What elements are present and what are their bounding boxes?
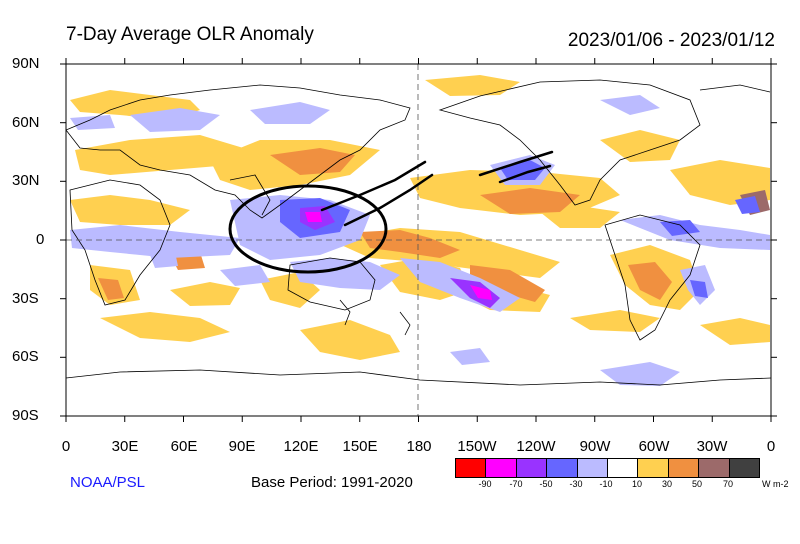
map-title: 7-Day Average OLR Anomaly [66, 24, 314, 45]
x-tick-label: 90W [579, 438, 611, 455]
colorbar-label: -70 [509, 479, 523, 489]
colorbar-swatch [577, 459, 609, 477]
x-tick-label: 150E [342, 438, 378, 455]
colorbar-swatch [516, 459, 548, 477]
colorbar-swatch [638, 459, 669, 477]
colorbar-label: 70 [722, 479, 734, 489]
x-tick-label: 0 [61, 438, 71, 455]
y-tick-label: 0 [36, 231, 45, 248]
colorbar-label: -10 [599, 479, 613, 489]
coastlines [66, 79, 771, 386]
y-tick-label: 60N [12, 114, 40, 131]
annotation-stroke-3 [478, 150, 554, 177]
colorbar-units: W m-2 [762, 479, 789, 489]
credit-label: NOAA/PSL [70, 474, 146, 491]
colorbar-swatch [486, 459, 517, 477]
colorbar-label: -50 [539, 479, 553, 489]
x-tick-label: 60W [638, 438, 670, 455]
x-tick-label: 0 [766, 438, 776, 455]
annotation-ellipse [228, 184, 388, 274]
annotation-stroke-1 [320, 160, 427, 212]
colorbar-swatch [608, 459, 639, 477]
colorbar [455, 458, 760, 478]
y-tick-label: 30N [12, 172, 40, 189]
colorbar-label: -90 [478, 479, 492, 489]
colorbar-label: 30 [661, 479, 673, 489]
x-tick-label: 120E [283, 438, 319, 455]
y-tick-label: 30S [12, 290, 39, 307]
date-range: 2023/01/06 - 2023/01/12 [567, 30, 775, 51]
annotation-stroke-2 [343, 173, 434, 227]
x-tick-label: 180 [406, 438, 432, 455]
colorbar-swatch [729, 459, 760, 477]
colorbar-swatch [668, 459, 700, 477]
colorbar-label: -30 [569, 479, 583, 489]
colorbar-swatch [456, 459, 487, 477]
y-tick-label: 90N [12, 55, 40, 72]
base-period-label: Base Period: 1991-2020 [251, 474, 413, 491]
x-tick-label: 30W [696, 438, 728, 455]
colorbar-label: 50 [691, 479, 703, 489]
axis-ticks [60, 58, 777, 422]
x-tick-label: 60E [170, 438, 198, 455]
x-tick-label: 120W [516, 438, 556, 455]
colorbar-swatch [547, 459, 578, 477]
y-tick-label: 60S [12, 348, 39, 365]
x-tick-label: 30E [111, 438, 139, 455]
colorbar-swatch [699, 459, 730, 477]
y-tick-label: 90S [12, 407, 39, 424]
annotation-stroke-4 [498, 164, 552, 184]
anomaly-shading [70, 75, 770, 386]
x-tick-label: 150W [457, 438, 497, 455]
colorbar-label: 10 [631, 479, 643, 489]
x-tick-label: 90E [228, 438, 256, 455]
